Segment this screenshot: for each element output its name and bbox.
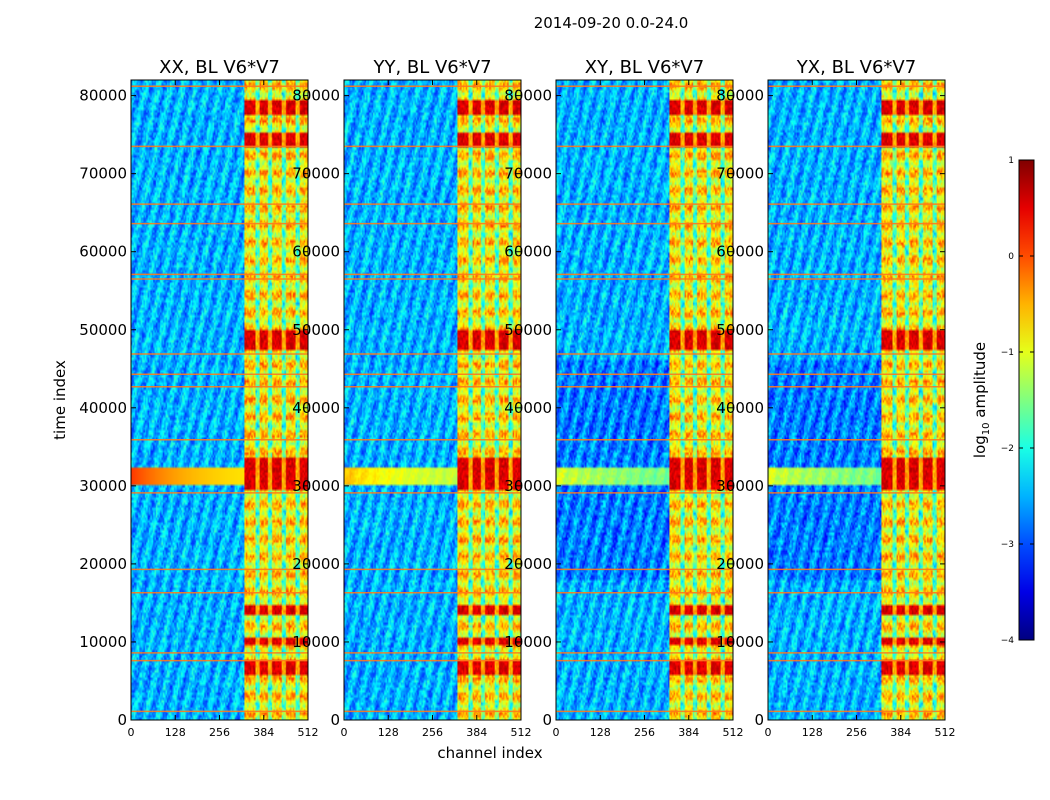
x-tick-label: 256 — [209, 726, 230, 739]
colorbar-tick-label: 1 — [1008, 156, 1014, 166]
y-tick-label: 20000 — [292, 555, 340, 573]
x-tick-label: 384 — [890, 726, 911, 739]
y-tick-label: 60000 — [504, 243, 552, 261]
x-axis-label: channel index — [437, 744, 542, 762]
colorbar-gradient — [1018, 159, 1035, 641]
y-tick-label: 80000 — [292, 87, 340, 105]
colorbar-tick-label: −1 — [1001, 348, 1014, 358]
y-tick-label: 20000 — [716, 555, 764, 573]
x-tick-label: 0 — [341, 726, 348, 739]
y-tick-label: 10000 — [79, 633, 127, 651]
x-tick-label: 128 — [802, 726, 823, 739]
spectrogram-image — [556, 80, 733, 720]
colorbar-label-log: log — [971, 435, 989, 458]
y-axis-label: time index — [51, 360, 69, 440]
x-tick-label: 128 — [165, 726, 186, 739]
x-tick-label: 512 — [935, 726, 956, 739]
y-tick-label: 40000 — [79, 399, 127, 417]
x-tick-label: 256 — [634, 726, 655, 739]
x-tick-label: 512 — [298, 726, 319, 739]
colorbar-label: log10 amplitude — [971, 342, 992, 458]
x-tick-label: 256 — [846, 726, 867, 739]
y-tick-label: 60000 — [292, 243, 340, 261]
colorbar-tick-label: −3 — [1001, 540, 1014, 550]
x-tick-label: 128 — [590, 726, 611, 739]
colorbar: 1 0 −1 −2 −3 −4 — [1001, 156, 1035, 646]
y-tick-label: 80000 — [716, 87, 764, 105]
y-tick-label: 30000 — [716, 477, 764, 495]
panel-yx: YX, BL V6*V7 0 128 256 384 512 0 10000 20000 3000… — [716, 57, 955, 739]
panel-title: YY, BL V6*V7 — [372, 57, 491, 78]
colorbar-tick-label: −2 — [1001, 444, 1014, 454]
colorbar-label-rest: amplitude — [971, 342, 989, 423]
x-tick-label: 0 — [553, 726, 560, 739]
y-tick-label: 80000 — [504, 87, 552, 105]
y-tick-label: 40000 — [716, 399, 764, 417]
y-tick-label: 10000 — [504, 633, 552, 651]
panel-xy: XY, BL V6*V7 0 128 256 384 512 0 10000 20000 3000… — [504, 57, 743, 739]
y-tick-label: 50000 — [716, 321, 764, 339]
y-tick-label: 80000 — [79, 87, 127, 105]
x-tick-label: 384 — [253, 726, 274, 739]
panel-yy: YY, BL V6*V7 0 128 256 384 512 0 10000 20000 3000… — [292, 57, 531, 739]
y-tick-label: 50000 — [79, 321, 127, 339]
y-tick-label: 0 — [330, 711, 340, 729]
x-tick-label: 384 — [466, 726, 487, 739]
panel-xx: XX, BL V6*V7 0 128 256 384 512 0 10000 20000 3000… — [79, 57, 318, 739]
y-tick-label: 40000 — [292, 399, 340, 417]
y-tick-label: 60000 — [716, 243, 764, 261]
colorbar-tick-label: 0 — [1008, 252, 1014, 262]
panel-title: XX, BL V6*V7 — [159, 57, 280, 78]
y-tick-label: 30000 — [79, 477, 127, 495]
x-tick-label: 512 — [723, 726, 744, 739]
x-tick-label: 512 — [511, 726, 532, 739]
x-tick-label: 384 — [678, 726, 699, 739]
y-tick-label: 30000 — [504, 477, 552, 495]
panels: XX, BL V6*V7 0 128 256 384 512 0 10000 20000 3000… — [79, 57, 955, 739]
y-tick-label: 0 — [542, 711, 552, 729]
spectrogram-image — [344, 80, 521, 720]
y-tick-label: 10000 — [716, 633, 764, 651]
y-tick-label: 70000 — [79, 165, 127, 183]
colorbar-label-base: 10 — [981, 422, 992, 435]
y-tick-label: 60000 — [79, 243, 127, 261]
y-tick-label: 0 — [117, 711, 127, 729]
spectrogram-image — [131, 80, 308, 720]
y-tick-label: 70000 — [292, 165, 340, 183]
panel-title: YX, BL V6*V7 — [796, 57, 916, 78]
panel-title: XY, BL V6*V7 — [585, 57, 704, 78]
y-tick-label: 70000 — [504, 165, 552, 183]
x-tick-label: 0 — [128, 726, 135, 739]
y-tick-label: 50000 — [504, 321, 552, 339]
y-tick-label: 70000 — [716, 165, 764, 183]
y-tick-label: 0 — [754, 711, 764, 729]
y-tick-label: 20000 — [504, 555, 552, 573]
x-tick-label: 0 — [765, 726, 772, 739]
x-tick-label: 256 — [422, 726, 443, 739]
y-tick-label: 10000 — [292, 633, 340, 651]
y-tick-label: 50000 — [292, 321, 340, 339]
x-tick-label: 128 — [378, 726, 399, 739]
y-tick-label: 30000 — [292, 477, 340, 495]
colorbar-tick-label: −4 — [1001, 636, 1015, 646]
y-tick-label: 20000 — [79, 555, 127, 573]
spectrogram-image — [768, 80, 945, 720]
y-tick-label: 40000 — [504, 399, 552, 417]
figure-suptitle: 2014-09-20 0.0-24.0 — [534, 14, 689, 32]
